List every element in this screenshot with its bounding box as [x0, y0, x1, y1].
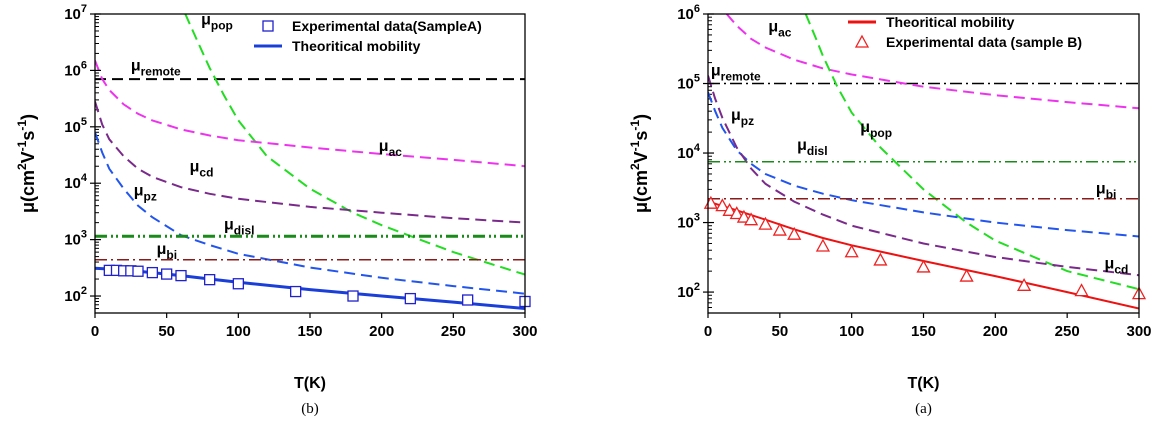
x-tick-label: 250	[1055, 323, 1080, 340]
data-point-triangle	[1074, 283, 1089, 297]
y-tick-label: 104	[677, 142, 701, 162]
data-point-triangle	[758, 216, 773, 230]
data-point-square	[132, 265, 144, 277]
data-point-triangle	[844, 244, 859, 258]
y-tick-label: 105	[677, 73, 700, 93]
data-point-triangle	[787, 226, 802, 240]
legend-label: Theoritical mobility	[292, 38, 421, 54]
curve-label-remote: μremote	[131, 57, 181, 78]
y-axis-title: μ(cm2V-1s-1)	[628, 114, 651, 213]
y-tick-label: 102	[677, 281, 700, 301]
data-point-triangle	[873, 252, 888, 266]
data-point-square	[290, 285, 302, 298]
x-axis-title: T(K)	[908, 375, 940, 392]
series-line-mu-cd	[95, 101, 525, 224]
data-point-triangle	[729, 206, 744, 220]
curve-label-bi: μbi	[157, 241, 177, 262]
chart-panel-b: 0 50 100 150 200 250 300 102 103 104 105 106 107 T(K)…	[15, 3, 538, 417]
x-tick-label: 100	[226, 323, 251, 340]
panel-caption: (a)	[915, 401, 932, 417]
series-line-mu-ac	[725, 14, 1139, 110]
legend-triangle-swatch	[854, 34, 870, 48]
plot-frame	[94, 13, 526, 314]
panel-caption: (b)	[301, 401, 319, 417]
x-tick-label: 150	[911, 323, 936, 340]
data-point-triangle	[722, 202, 737, 216]
series-line-theoritical-mobility	[95, 266, 525, 310]
curve-label-cd: μcd	[190, 159, 214, 180]
data-point-square	[347, 290, 359, 302]
curve-label-pop: μpop	[860, 119, 892, 140]
curve-label-disl: μdisl	[797, 137, 827, 158]
series-line-mu-cd	[708, 75, 1139, 277]
y-tick-label: 105	[64, 116, 87, 136]
x-tick-label: 0	[91, 323, 99, 340]
data-point-square	[175, 269, 187, 282]
legend-label: Theoritical mobility	[886, 14, 1015, 30]
curve-label-pz: μpz	[134, 183, 157, 204]
data-markers	[103, 264, 531, 308]
legend-square-swatch	[262, 20, 274, 32]
legend-label: Experimental data(SampleA)	[292, 18, 482, 34]
x-tick-label: 200	[369, 323, 394, 340]
series-line-mu-pop	[804, 14, 1139, 291]
data-point-triangle	[815, 238, 831, 252]
series-line-mu-pz	[708, 91, 1139, 238]
curve-label-disl: μdisl	[224, 217, 254, 238]
x-tick-label: 300	[512, 323, 537, 340]
data-point-square	[204, 274, 216, 286]
series-line-mu-pop	[184, 14, 525, 276]
data-point-triangle	[772, 222, 787, 236]
curve-label-bi: μbi	[1096, 181, 1116, 202]
x-tick-label: 50	[771, 323, 788, 340]
y-tick-label: 103	[64, 229, 87, 249]
legend: Experimental data(SampleA) Theoritical mo…	[254, 18, 482, 54]
x-tick-label: 200	[983, 323, 1008, 340]
data-point-square	[146, 266, 158, 279]
data-point-triangle	[744, 212, 759, 226]
data-point-square	[404, 292, 416, 305]
y-minor-ticks	[95, 16, 99, 314]
x-tick-label: 0	[704, 323, 712, 340]
data-point-triangle	[715, 198, 730, 212]
x-axis-title: T(K)	[294, 375, 326, 392]
x-tick-label: 250	[441, 323, 466, 340]
legend: Theoritical mobility Experimental data (s…	[848, 14, 1082, 50]
data-point-triangle	[736, 209, 752, 223]
y-tick-label: 104	[64, 172, 88, 192]
curve-label-cd: μcd	[1105, 255, 1129, 276]
chart-panel-a: 0 50 100 150 200 250 300 102 103 104 105 106 T(K) μ(c…	[628, 3, 1152, 417]
series-group	[95, 14, 525, 310]
curve-label-ac: μac	[379, 138, 402, 159]
y-tick-label: 106	[64, 59, 87, 79]
x-tick-label: 150	[297, 323, 322, 340]
series-line-theoritical-mobility	[708, 200, 1139, 310]
x-tick-label: 50	[158, 323, 175, 340]
y-axis-title: μ(cm2V-1s-1)	[15, 114, 38, 213]
data-markers	[703, 195, 1147, 300]
y-tick-label: 107	[64, 3, 87, 23]
y-tick-label: 106	[677, 3, 700, 23]
curve-label-pop: μpop	[201, 12, 233, 33]
curve-labels: μac μremote μpz μpop μdisl μbi μcd	[711, 19, 1128, 277]
curve-label-ac: μac	[768, 19, 791, 40]
y-tick-label: 103	[677, 212, 700, 232]
data-point-triangle	[1016, 277, 1032, 291]
data-point-square	[462, 294, 474, 306]
data-point-square	[161, 268, 173, 280]
x-tick-label: 300	[1126, 323, 1151, 340]
legend-label: Experimental data (sample B)	[886, 34, 1082, 50]
y-tick-label: 102	[64, 285, 87, 305]
series-line-mu-pz	[95, 131, 525, 295]
curve-label-pz: μpz	[731, 107, 754, 128]
curve-label-remote: μremote	[711, 63, 761, 84]
data-point-square	[232, 278, 244, 290]
x-tick-label: 100	[839, 323, 864, 340]
data-point-triangle	[959, 268, 974, 282]
curve-labels: μremote μpop μac μcd μpz μdisl μbi	[131, 12, 402, 262]
data-point-triangle	[916, 259, 931, 273]
